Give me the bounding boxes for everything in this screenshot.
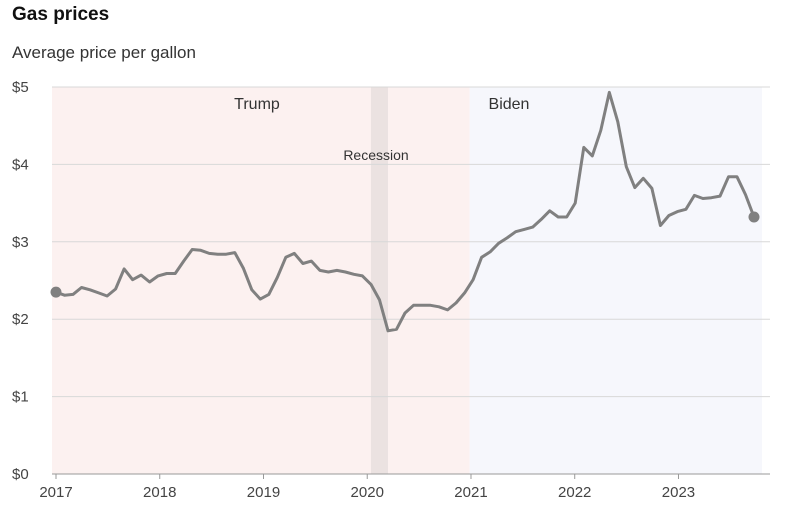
y-tick-label: $0 — [12, 466, 29, 483]
band-label-biden: Biden — [489, 96, 530, 113]
band-trump — [52, 87, 470, 474]
y-tick-label: $5 — [12, 79, 29, 96]
x-tick-label: 2023 — [662, 484, 695, 501]
y-tick-label: $2 — [12, 311, 29, 328]
band-recession — [370, 87, 388, 474]
price-line — [55, 90, 756, 333]
x-tick-label: 2020 — [351, 484, 384, 501]
data-point — [748, 211, 760, 223]
band-biden — [469, 87, 762, 474]
data-point — [50, 286, 62, 298]
band-label-recession: Recession — [343, 147, 408, 163]
y-tick-label: $1 — [12, 389, 29, 406]
chart-subtitle: Average price per gallon — [12, 43, 196, 62]
band-label-trump: Trump — [234, 96, 280, 113]
x-tick-label: 2022 — [558, 484, 591, 501]
x-tick-label: 2017 — [39, 484, 72, 501]
y-tick-label: $4 — [12, 156, 29, 173]
chart-title: Gas prices — [12, 4, 110, 25]
y-tick-label: $3 — [12, 234, 29, 251]
x-tick-label: 2021 — [454, 484, 487, 501]
x-tick-label: 2018 — [143, 484, 176, 501]
x-tick-label: 2019 — [247, 484, 280, 501]
